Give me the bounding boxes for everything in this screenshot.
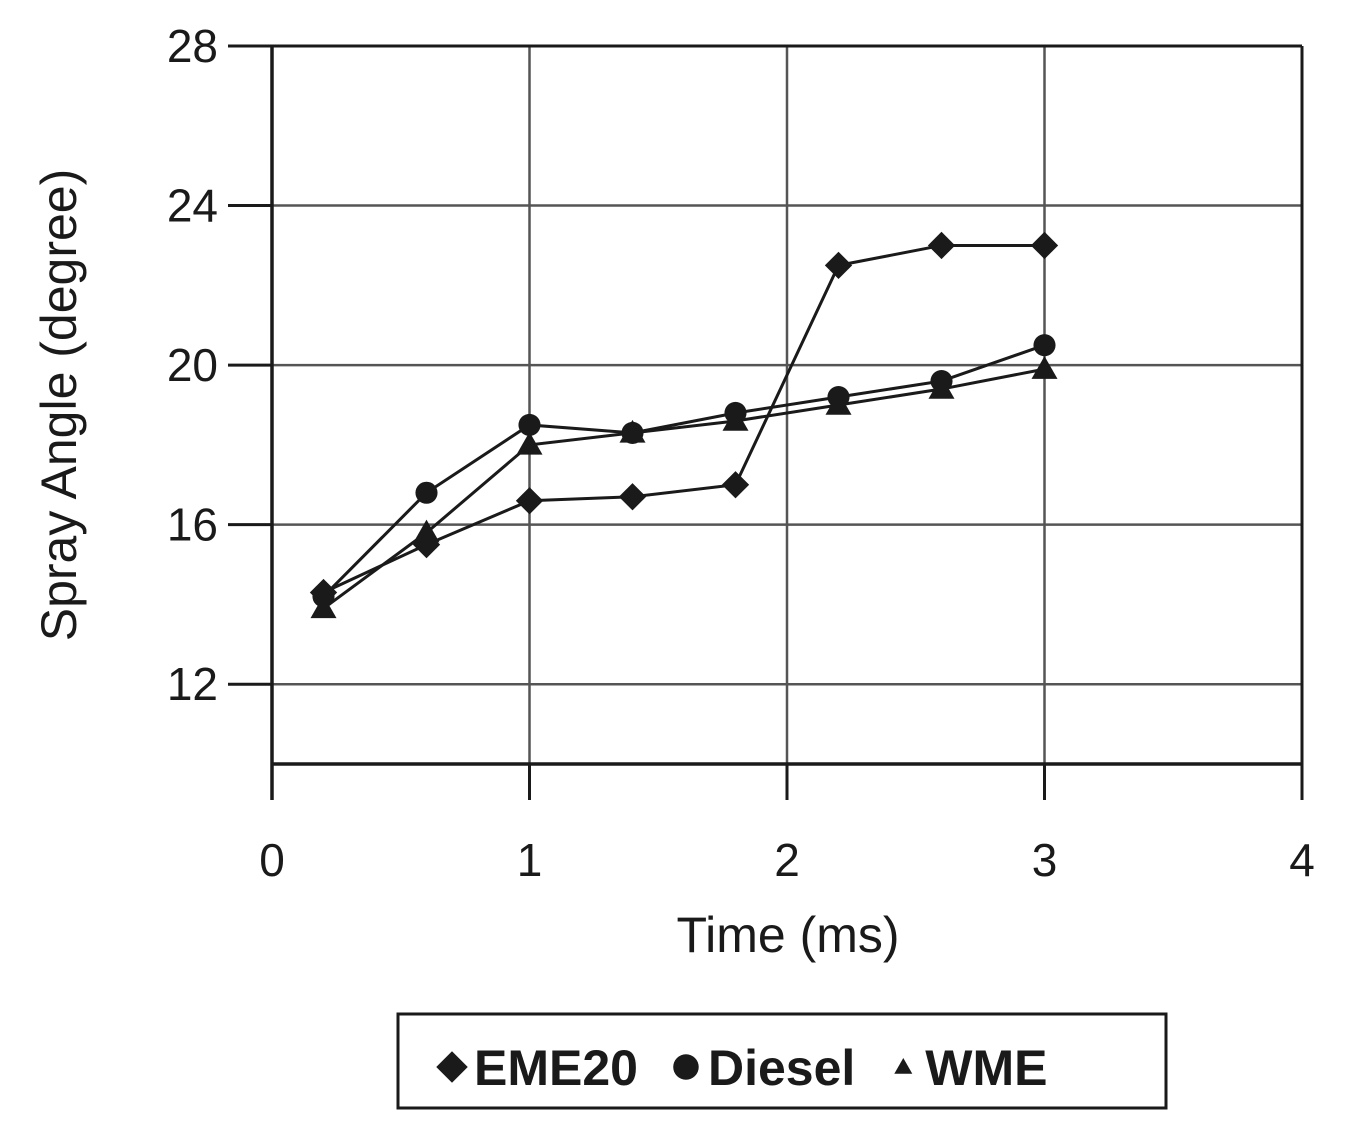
- x-tick-label: 2: [774, 834, 800, 886]
- legend-items: EME20 Diesel WME: [436, 1040, 1048, 1096]
- data-point-eme20: [1030, 231, 1059, 260]
- legend-label-eme20: EME20: [474, 1040, 638, 1096]
- series-eme20: [309, 231, 1059, 607]
- y-tick-label: 16: [167, 499, 218, 551]
- legend-marker-eme20: [436, 1051, 468, 1083]
- y-axis-title: Spray Angle (degree): [31, 169, 87, 642]
- x-tick-label: 0: [259, 834, 285, 886]
- legend-item-eme20: EME20: [436, 1040, 638, 1096]
- data-point-wme: [619, 419, 646, 443]
- x-tick-label: 3: [1032, 834, 1058, 886]
- data-point-wme: [516, 431, 543, 455]
- data-point-eme20: [618, 483, 647, 511]
- axes: [228, 44, 1304, 800]
- x-tick-label: 4: [1289, 834, 1315, 886]
- data-point-diesel: [518, 413, 541, 436]
- legend-box: [396, 1012, 1168, 1110]
- series-wme: [310, 356, 1058, 619]
- data-point-eme20: [927, 231, 956, 260]
- legend-item-diesel: Diesel: [673, 1040, 855, 1096]
- series-diesel: [312, 334, 1056, 608]
- series-line-diesel: [322, 343, 1045, 598]
- legend-marker-diesel: [673, 1054, 699, 1080]
- data-point-wme: [928, 376, 955, 399]
- x-tick-label: 1: [517, 834, 543, 886]
- data-point-wme: [310, 595, 337, 619]
- legend-label-diesel: Diesel: [708, 1040, 855, 1096]
- grid: [272, 46, 1302, 764]
- y-tick-label: 12: [167, 658, 218, 710]
- data-point-wme: [413, 519, 440, 543]
- y-tick-label: 28: [167, 20, 218, 72]
- data-point-eme20: [824, 251, 853, 280]
- y-tick-label: 20: [167, 339, 218, 391]
- x-axis-title: Time (ms): [676, 907, 899, 963]
- data-point-diesel: [415, 481, 438, 504]
- series-line-wme: [322, 367, 1045, 610]
- legend-item-wme: WME: [894, 1040, 1048, 1096]
- data-point-diesel: [1033, 334, 1056, 357]
- data-point-wme: [722, 407, 749, 431]
- legend-marker-wme: [894, 1058, 913, 1074]
- data-point-wme: [1031, 356, 1058, 379]
- data-point-eme20: [515, 487, 544, 515]
- series: [309, 231, 1059, 619]
- series-line-eme20: [322, 243, 1045, 594]
- legend-label-wme: WME: [925, 1040, 1047, 1096]
- data-point-wme: [825, 392, 852, 415]
- y-tick-label: 24: [167, 180, 218, 232]
- legend: EME20 Diesel WME: [396, 1012, 1168, 1110]
- data-point-eme20: [721, 471, 750, 499]
